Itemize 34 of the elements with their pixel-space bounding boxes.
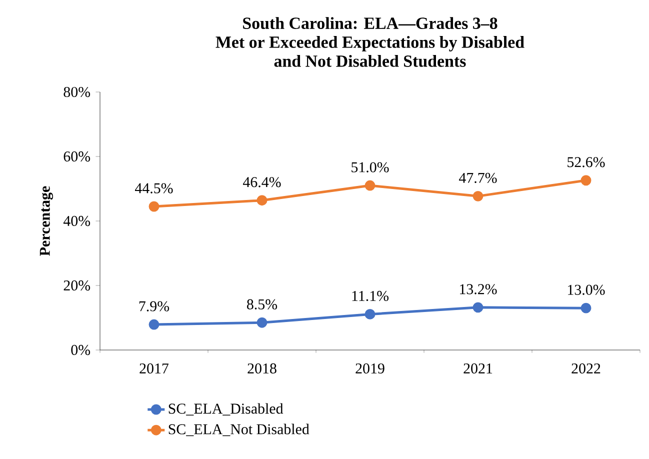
y-tick-label: 0% xyxy=(71,344,90,356)
point xyxy=(472,190,484,202)
x-tick-label: 2019 xyxy=(356,363,384,374)
data-label: 7.9% xyxy=(139,301,170,312)
legend-label: SC_ELA_Disabled xyxy=(168,403,284,416)
data-label: 52.6% xyxy=(568,157,605,168)
data-label: 46.4% xyxy=(243,177,281,188)
data-label: 8.5% xyxy=(247,299,278,310)
x-tick-label: 2022 xyxy=(572,363,600,374)
point xyxy=(148,201,160,212)
point xyxy=(472,302,484,313)
legend-label: SC_ELA_Not Disabled xyxy=(168,424,310,436)
chart-title: South Carolina: ELA—Grades 3–8 Met or Exceeded Expectations by Disabled and Not Disabled Students xyxy=(216,17,524,67)
point xyxy=(256,317,268,328)
y-tick-label: 60% xyxy=(64,151,90,162)
data-label: 13.2% xyxy=(460,284,497,294)
x-tick-label: 2021 xyxy=(464,363,492,374)
point xyxy=(580,302,592,314)
point xyxy=(364,180,376,191)
data-label: 51.0% xyxy=(352,162,389,172)
point xyxy=(364,308,376,320)
data-label: 44.5% xyxy=(134,183,173,194)
y-axis-title: Percentage xyxy=(40,186,54,256)
point xyxy=(148,319,160,330)
x-tick-label: 2017 xyxy=(140,363,169,374)
y-tick-label: 20% xyxy=(64,280,90,291)
x-tick-label: 2018 xyxy=(248,363,276,374)
y-tick-label: 40% xyxy=(63,216,90,226)
data-label: 13.0% xyxy=(568,284,605,295)
data-label: 11.1% xyxy=(352,290,389,302)
y-tick-label: 80% xyxy=(64,86,90,98)
point xyxy=(256,195,268,206)
data-label: 47.7% xyxy=(459,172,497,184)
point xyxy=(580,175,592,186)
